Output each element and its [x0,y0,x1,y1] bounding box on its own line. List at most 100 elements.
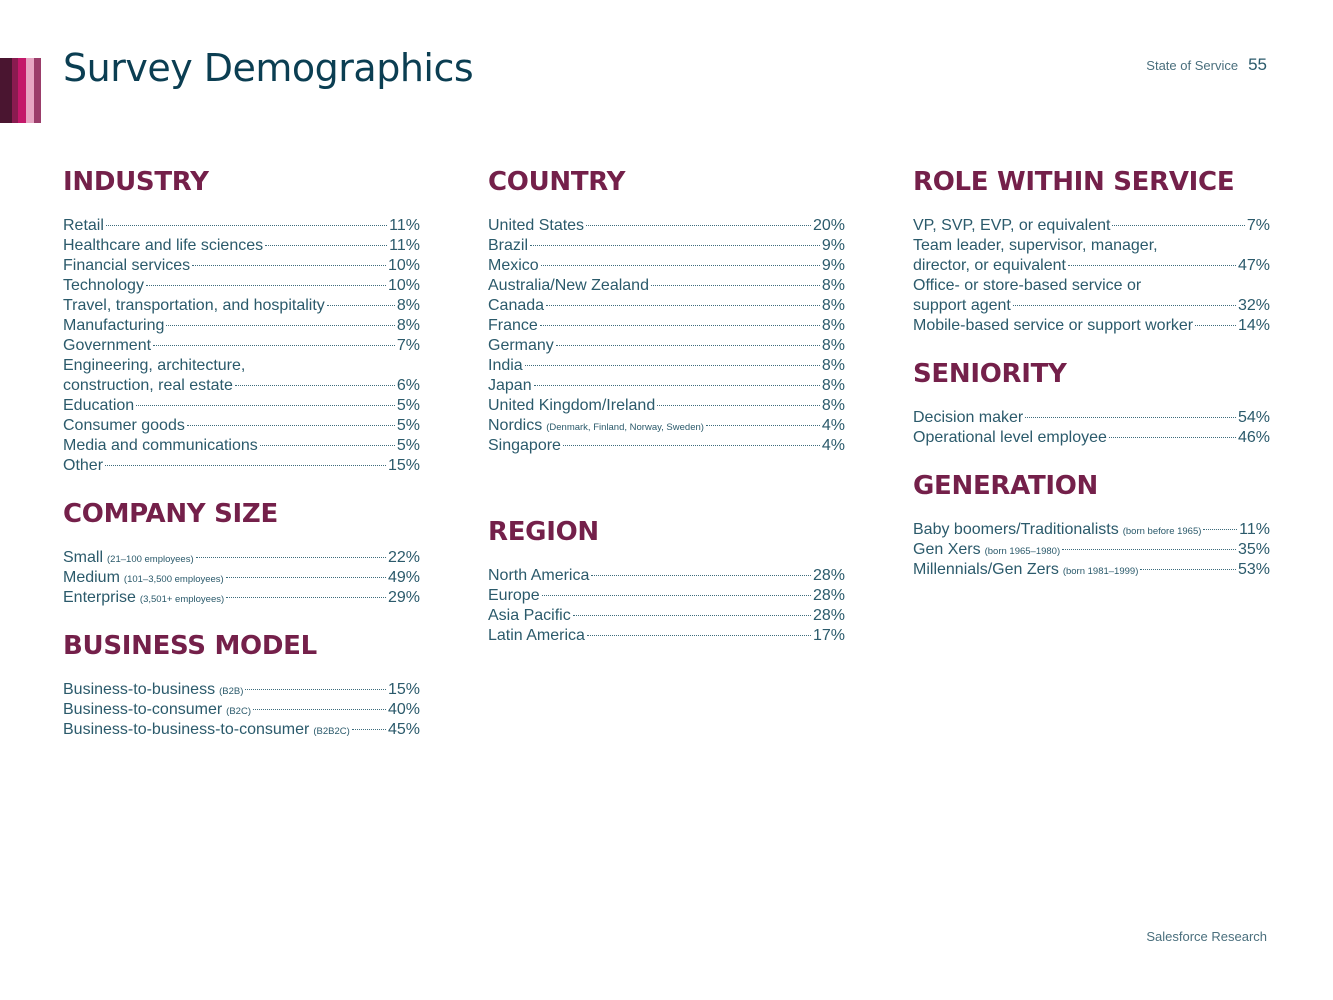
dot-leader [539,325,820,326]
row-note: (21–100 employees) [107,554,194,565]
list-row: Asia Pacific 28% [488,606,845,626]
row-value: 8% [821,317,845,334]
row-value: 15% [387,457,420,474]
section-business-model: BUSINESS MODEL Business-to-business (B2B)… [63,630,420,740]
row-value: 22% [387,549,420,566]
row-value: 46% [1237,429,1270,446]
row-label: France [488,317,538,334]
list-row: Millennials/Gen Zers (born 1981–1999) 53% [913,560,1270,580]
row-value: 28% [812,607,845,624]
row-label-line2: support agent [913,297,1011,314]
row-note: (Denmark, Finland, Norway, Sweden) [546,422,704,433]
row-label: Baby boomers/Traditionalists [913,521,1119,538]
dot-leader [234,385,395,386]
dot-leader [265,245,388,246]
row-label: Manufacturing [63,317,165,334]
row-label: VP, SVP, EVP, or equivalent [913,217,1111,234]
row-label: United States [488,217,585,234]
row-note: (B2B) [219,686,244,697]
row-value: 14% [1237,317,1270,334]
row-value: 54% [1237,409,1270,426]
row-label: Gen Xers [913,541,981,558]
dot-leader [351,729,386,730]
list-row: Baby boomers/Traditionalists (born before… [913,520,1270,540]
row-label: United Kingdom/Ireland [488,397,656,414]
region-list: North America 28% Europe 28% Asia Pacific 28%… [488,566,845,646]
section-generation: GENERATION Baby boomers/Traditionalists(… [913,470,1270,580]
row-label: Financial services [63,257,191,274]
list-row: Australia/New Zealand 8% [488,276,845,296]
dot-leader [186,425,395,426]
dot-leader [225,577,386,578]
section-title-industry: INDUSTRY [63,167,209,197]
page-number: 55 [1248,55,1267,74]
list-row: Latin America 17% [488,626,845,646]
dot-leader [533,385,820,386]
row-value: 8% [821,297,845,314]
row-value: 8% [821,397,845,414]
dot-leader [1012,305,1236,306]
row-note: (101–3,500 employees) [123,574,224,585]
row-label-line2: director, or equivalent [913,257,1066,274]
list-row: Retail 11% [63,216,420,236]
row-value: 4% [821,437,845,454]
dot-leader [524,365,820,366]
row-value: 7% [396,337,420,354]
document-name: State of Service [1146,58,1239,73]
list-row: India 8% [488,356,845,376]
dot-leader [586,225,811,226]
row-value: 8% [396,317,420,334]
list-row: France 8% [488,316,845,336]
list-row: Singapore 4% [488,436,845,456]
dot-leader [540,265,820,266]
list-row: Operational level employee 46% [913,428,1270,448]
company-size-list: Small (21–100 employees) 22% Medium (101–3,5… [63,548,420,608]
section-region: REGION North America 28% Europe 28% Asia Pac… [488,516,845,646]
row-value: 40% [387,701,420,718]
role-list: VP, SVP, EVP, or equivalent 7% Team leader… [913,216,1270,336]
row-value: 11% [389,217,420,234]
section-role: ROLE WITHIN SERVICE VP, SVP, EVP, or equ… [913,166,1270,336]
list-row: Financial services 10% [63,256,420,276]
dot-leader [252,709,386,710]
row-note: (born before 1965) [1122,526,1202,537]
list-row: Consumer goods 5% [63,416,420,436]
accent-stripe [34,58,41,123]
dot-leader [705,425,820,426]
row-label: Other [63,457,104,474]
dot-leader [1112,225,1245,226]
accent-stripes [0,58,41,123]
section-title-region: REGION [488,517,599,547]
row-value: 45% [387,721,420,738]
list-row: Engineering, architecture, construction, … [63,356,420,396]
list-row: Europe 28% [488,586,845,606]
row-value: 4% [821,417,845,434]
dot-leader [1062,549,1236,550]
business-model-list: Business-to-business (B2B) 15% Business-to-… [63,680,420,740]
row-value: 15% [387,681,420,698]
section-title-company-size: COMPANY SIZE [63,499,278,529]
row-label: Canada [488,297,545,314]
dot-leader [105,465,386,466]
column-right: ROLE WITHIN SERVICE VP, SVP, EVP, or equ… [913,166,1270,602]
row-label-line1: Engineering, architecture, [63,357,246,374]
row-label: Education [63,397,135,414]
row-label: Brazil [488,237,529,254]
dot-leader [1203,529,1238,530]
row-value: 7% [1246,217,1270,234]
row-label: Travel, transportation, and hospitality [63,297,325,314]
list-row: North America 28% [488,566,845,586]
list-row: Gen Xers (born 1965–1980) 35% [913,540,1270,560]
section-title-business-model: BUSINESS MODEL [63,631,317,661]
row-value: 9% [821,237,845,254]
dot-leader [1195,325,1236,326]
row-value: 49% [387,569,420,586]
row-value: 8% [821,377,845,394]
section-seniority: SENIORITY Decision maker 54% Operational l… [913,358,1270,448]
list-row: Mexico 9% [488,256,845,276]
dot-leader [555,345,820,346]
row-value: 8% [396,297,420,314]
column-left: INDUSTRY Retail 11% Healthcare and life sc… [63,166,420,762]
row-value: 32% [1237,297,1270,314]
row-value: 35% [1237,541,1270,558]
